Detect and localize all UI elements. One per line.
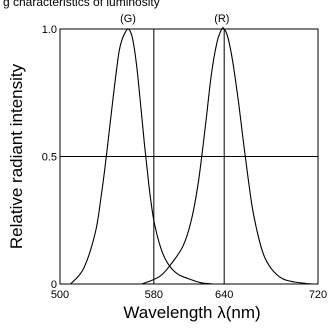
x-tick-label: 640 — [215, 289, 233, 301]
y-tick-label: 1.0 — [42, 24, 57, 36]
x-tick-label: 500 — [51, 289, 69, 301]
series-layer — [70, 27, 313, 285]
series-line-1 — [141, 27, 313, 285]
x-tick-label: 720 — [309, 289, 327, 301]
peak-label-1: (R) — [214, 13, 229, 25]
y-tick-label: 0 — [51, 279, 57, 291]
tick-labels: 500 580 640 720 0 0.5 1.0 — [42, 24, 327, 301]
peak-label-0: (G) — [120, 13, 136, 25]
x-axis-title: Wavelength λ(nm) — [123, 303, 260, 322]
y-tick-label: 0.5 — [42, 152, 57, 164]
series-line-0 — [70, 28, 213, 285]
chart-title-partial: g characteristics of luminosity — [3, 0, 160, 9]
x-tick-label: 580 — [145, 289, 163, 301]
grid-lines — [60, 29, 318, 284]
y-axis-title: Relative radiant intensity — [7, 63, 26, 249]
peak-labels: (G) (R) — [120, 13, 229, 25]
